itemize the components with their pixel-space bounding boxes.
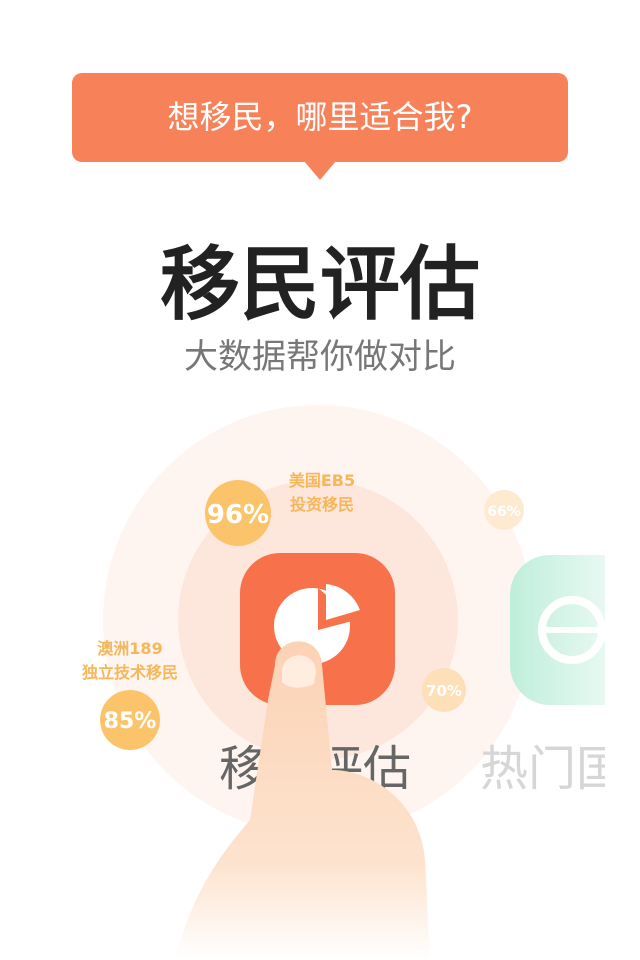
bubble-label: 独立技术移民	[82, 663, 178, 682]
bubble-value: 96%	[207, 500, 269, 530]
bubble-label: 澳洲189	[97, 639, 162, 658]
title: 移民评估	[160, 238, 480, 331]
subtitle: 大数据帮你做对比	[184, 337, 456, 377]
bubble	[100, 690, 160, 750]
hand	[175, 641, 430, 960]
bubble	[484, 490, 524, 530]
banner-text: 想移民，哪里适合我?	[168, 98, 473, 136]
bubble	[205, 480, 271, 546]
banner-pointer	[304, 161, 336, 180]
app-label: 热门国	[480, 741, 624, 797]
pie-slice	[326, 584, 360, 620]
bubble-label: 美国EB5	[289, 471, 355, 490]
bubble-value: 85%	[104, 709, 157, 734]
second-app: 热门国	[480, 555, 624, 797]
bubble-label: 投资移民	[290, 495, 354, 514]
bubble	[422, 668, 466, 712]
bubble-value: 66%	[487, 504, 521, 520]
fingernail	[282, 655, 316, 688]
banner-bg	[72, 73, 568, 162]
bubble-value: 70%	[426, 682, 462, 700]
